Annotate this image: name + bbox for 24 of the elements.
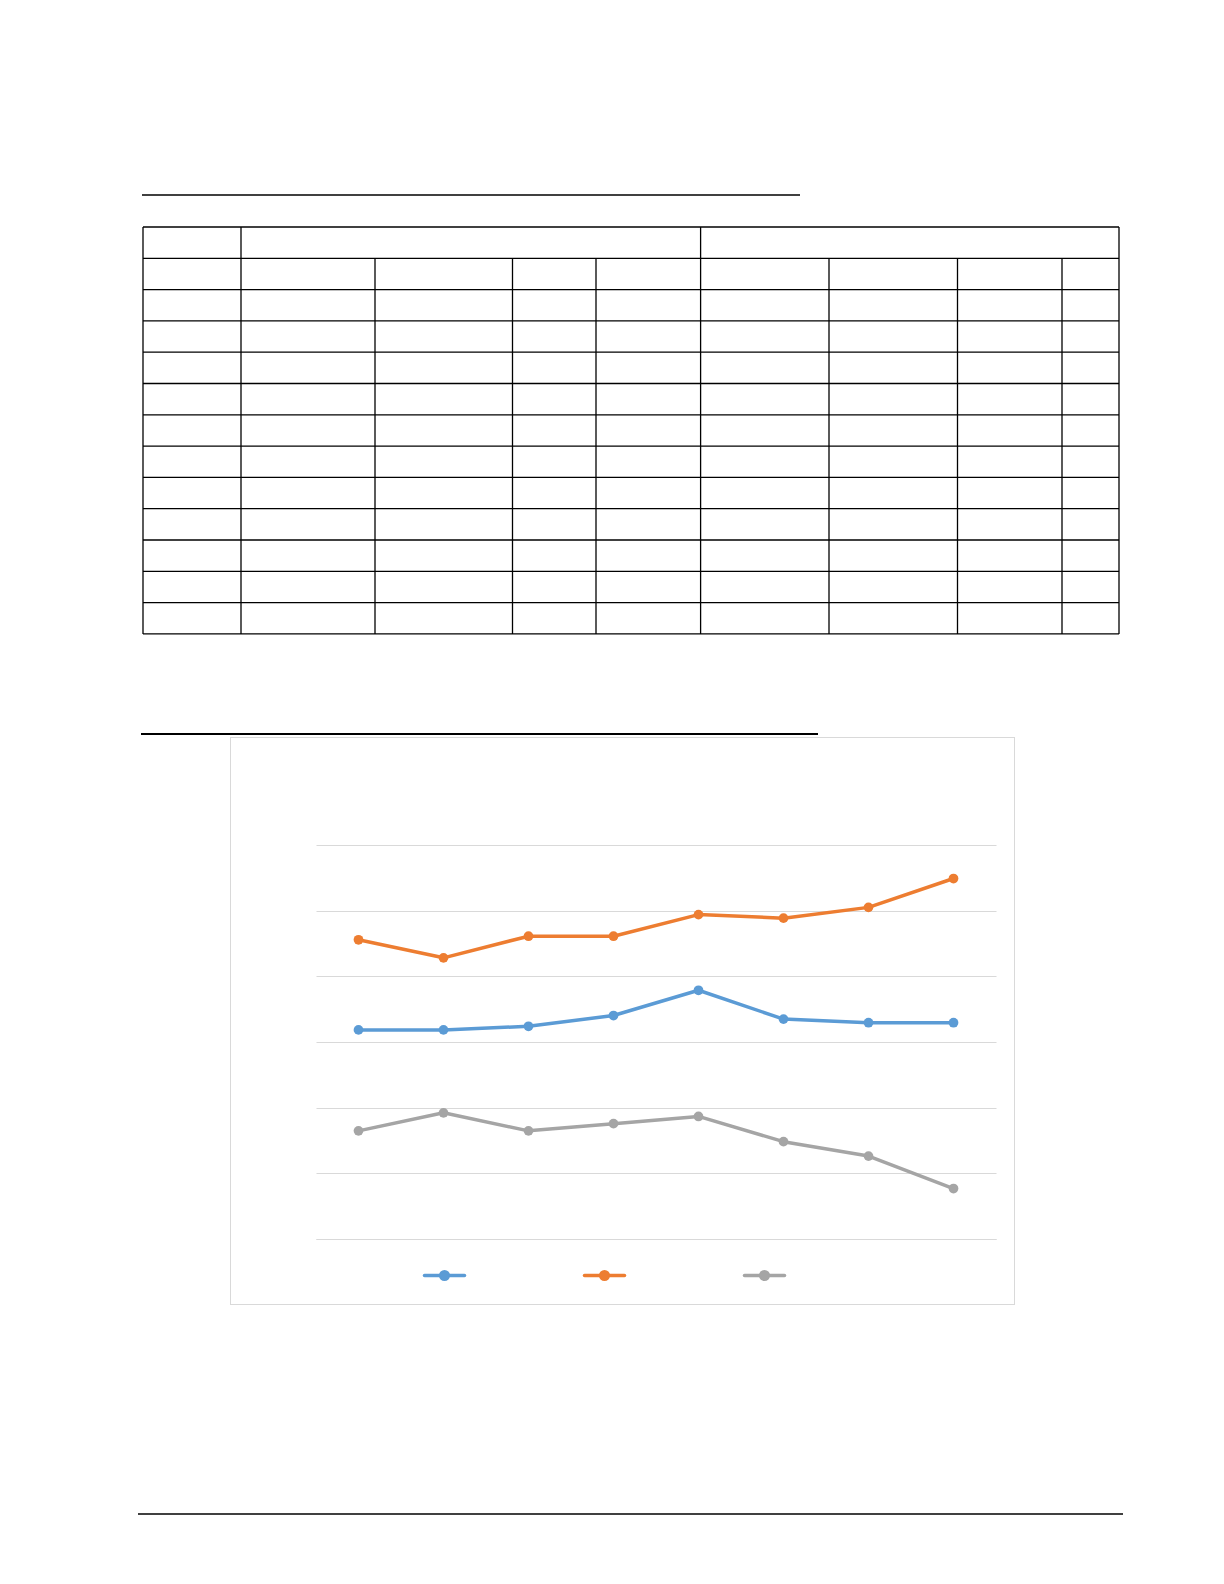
point	[778, 1014, 789, 1024]
point	[353, 1125, 364, 1136]
point	[608, 931, 619, 942]
point	[608, 1118, 619, 1129]
point	[948, 1183, 959, 1194]
point	[778, 1136, 789, 1147]
point	[863, 1017, 874, 1028]
point	[778, 913, 789, 924]
point	[353, 934, 364, 945]
point	[863, 902, 874, 913]
point	[948, 873, 959, 884]
point	[523, 1021, 534, 1032]
point	[438, 952, 449, 963]
point	[693, 909, 704, 920]
point	[608, 1010, 619, 1021]
point	[438, 1025, 449, 1035]
point	[693, 1111, 704, 1122]
point	[523, 931, 534, 942]
point	[863, 1151, 874, 1161]
point	[353, 1025, 364, 1035]
point	[693, 985, 704, 996]
point	[438, 1107, 449, 1118]
point	[948, 1017, 959, 1028]
point	[523, 1125, 534, 1136]
